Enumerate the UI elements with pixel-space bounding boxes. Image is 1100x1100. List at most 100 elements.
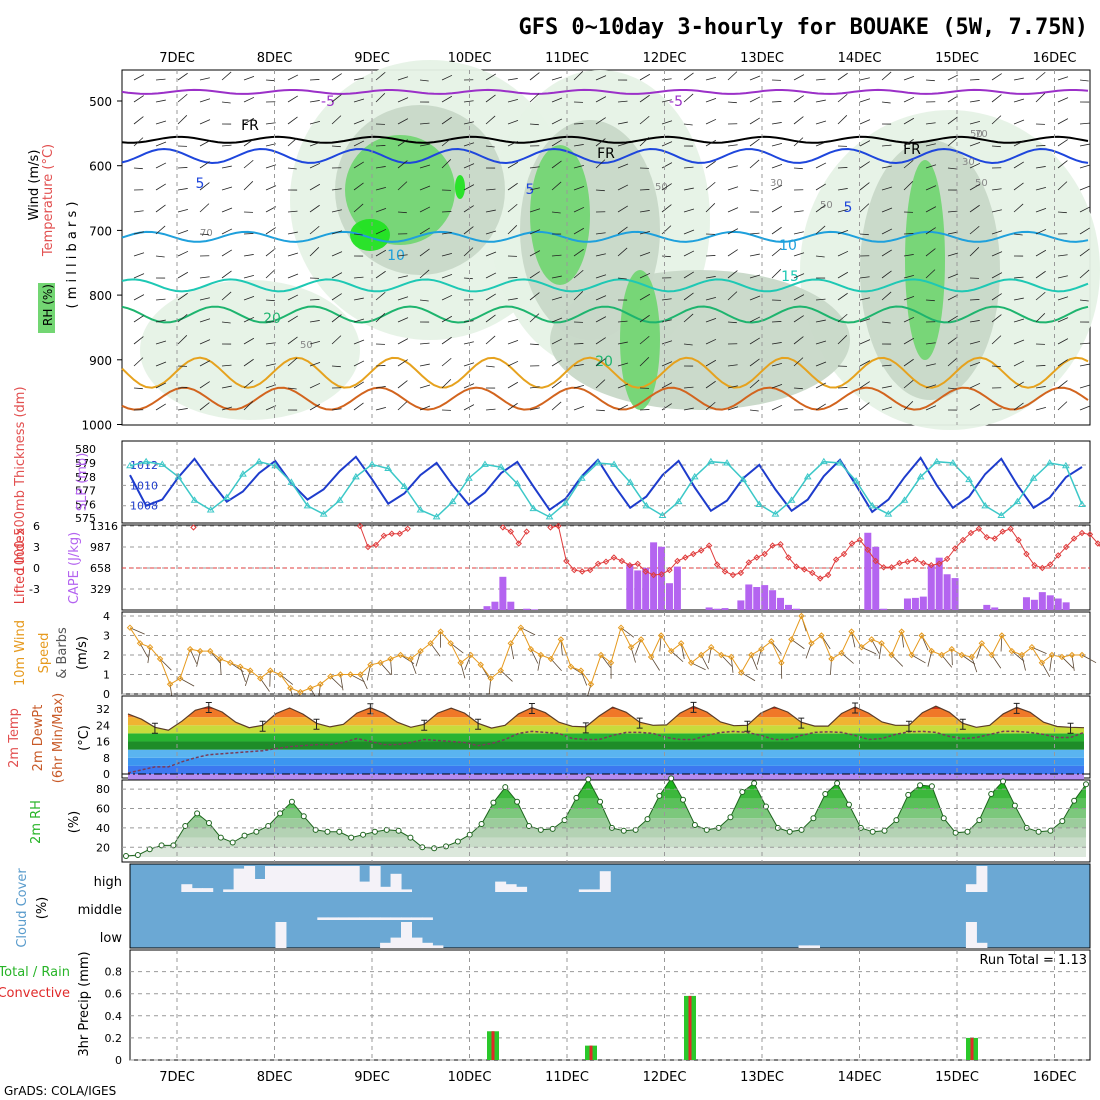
wind-barb (485, 209, 496, 213)
wind10m-barb (635, 639, 642, 655)
wind10m-marker (557, 636, 565, 643)
lifted-index-marker (626, 561, 634, 569)
lifted-index-marker (1031, 561, 1038, 569)
wind10m-marker (687, 659, 695, 667)
wind-barb (1035, 93, 1046, 103)
wind-barb (507, 319, 519, 323)
wind-barb (815, 319, 826, 323)
wind-barb (749, 138, 760, 147)
rh2m-marker (964, 828, 971, 835)
wind10m-marker (567, 663, 575, 670)
isotherm-label: 20 (595, 354, 613, 370)
wind-barb (837, 167, 848, 169)
thickness-marker (884, 510, 893, 517)
wind10m-marker (347, 671, 354, 678)
rh2m-marker (869, 828, 876, 835)
wind-barb (397, 160, 408, 169)
rh2m-marker (490, 799, 497, 806)
wind-barb (441, 336, 452, 345)
pressure-tick-label: 600 (89, 160, 112, 174)
wind-barb (771, 143, 783, 147)
wind-barb (859, 360, 871, 367)
temperature-minmax-marker (690, 701, 697, 713)
wind-barb (727, 364, 738, 367)
temperature-minmax-marker (1067, 722, 1074, 734)
cloud-middle-bar (380, 917, 392, 920)
cape-bar (784, 604, 792, 610)
rh2m-band (126, 837, 1086, 848)
lifted-index-marker (674, 557, 681, 565)
lifted-index-marker (801, 566, 808, 573)
wind-barb (243, 96, 255, 103)
wind10m-barb (971, 656, 978, 673)
wind-barb (903, 316, 915, 323)
rh2m-marker (123, 853, 129, 860)
wind-barb (353, 77, 364, 81)
wind-barb (551, 97, 563, 103)
isotherm-line (121, 147, 1089, 165)
wind10m-marker (667, 647, 675, 655)
wind-barb (1013, 402, 1024, 411)
wind-barb (859, 182, 870, 191)
rh2m-marker (786, 828, 793, 835)
temperature-minmax-marker (475, 718, 482, 730)
wind-barb (397, 401, 408, 411)
wind10m-barb (179, 678, 195, 687)
thickness-marker (497, 463, 506, 470)
wind-barb (947, 357, 958, 367)
wind-barb (1035, 187, 1047, 191)
wind-barb (397, 254, 408, 257)
temperature-minmax-marker (421, 719, 428, 731)
lifted-index-marker (912, 556, 919, 563)
wind-barb (375, 187, 387, 191)
thickness-marker (142, 457, 151, 465)
wind-barb (485, 251, 497, 257)
wind-barb (199, 318, 211, 323)
lifted-index-marker (697, 547, 705, 554)
wind-barb (397, 181, 408, 191)
wind-barb (463, 163, 475, 169)
lifted-index-marker (547, 524, 554, 531)
wind10m-marker (377, 659, 384, 667)
wind10m-marker (507, 640, 515, 647)
wind-barb (485, 365, 495, 368)
wind-barb (947, 137, 958, 147)
li-tick-label: 3 (33, 541, 40, 554)
wind-barb (617, 383, 629, 389)
wind-barb (1013, 276, 1024, 279)
lifted-index-marker (1047, 561, 1054, 568)
lifted-index-marker (404, 525, 411, 533)
rh2m-marker (502, 784, 509, 791)
wind-barb (969, 341, 981, 345)
temperature-minmax-marker (582, 722, 589, 734)
wind-barb (221, 101, 231, 104)
wind-barb (1013, 98, 1025, 103)
li-tick-label: 6 (33, 520, 40, 533)
wind-barb (683, 229, 695, 235)
wind10m-marker (828, 655, 835, 663)
wind-barb (727, 144, 738, 147)
wind-barb (683, 343, 693, 346)
wind-barb (595, 75, 607, 81)
rh2m-marker (407, 834, 414, 841)
lifted-index-marker (602, 558, 610, 565)
cape-bar (951, 578, 959, 610)
wind10m-marker (988, 651, 996, 659)
wind-barb (727, 71, 738, 81)
wind-tick-label: 4 (103, 610, 110, 623)
lifted-index-marker (1007, 525, 1014, 533)
wind-barb (903, 337, 915, 345)
wind-barb (331, 272, 343, 279)
wind-barb (1035, 365, 1046, 367)
wind-barb (551, 181, 562, 191)
rh2m-marker (360, 831, 367, 838)
rh-contour-label: 50 (820, 200, 833, 211)
lifted-index-marker (586, 566, 594, 574)
wind10m-barb (410, 658, 417, 675)
wind-barb (661, 298, 672, 301)
wind10m-marker (287, 684, 294, 692)
rh2m-marker (893, 817, 900, 824)
stability-panel: 329 658 987 1316 -3 0 3 6 Lifted Index CAPE (J/kg… (13, 520, 1100, 611)
wind-barb (947, 231, 958, 235)
rh2m-marker (597, 798, 604, 805)
